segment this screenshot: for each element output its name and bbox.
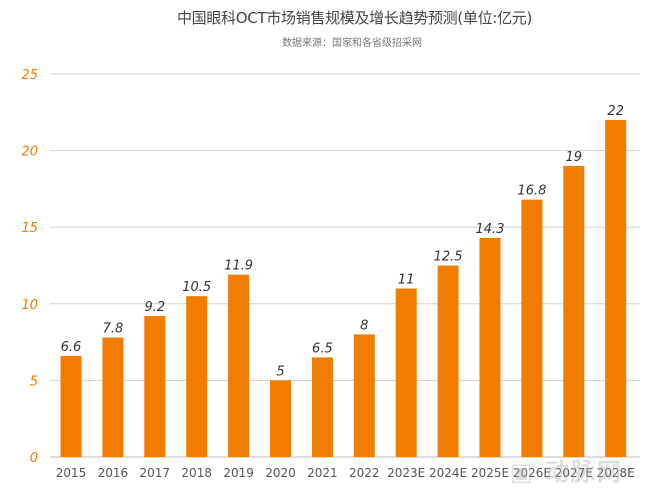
bar [563,165,585,458]
y-tick-label: 0 [30,451,38,466]
data-label: 12.5 [434,250,463,265]
chart-title: 中国眼科OCT市场销售规模及增长趋势预测(单位:亿元) [176,9,533,27]
bar [353,334,375,457]
data-label: 5 [276,364,284,379]
y-tick-label: 5 [30,374,38,389]
bar [144,316,166,457]
data-label: 9.2 [144,300,165,315]
data-label: 7.8 [103,322,124,337]
bar [479,237,501,457]
x-tick-label: 2020 [265,466,296,480]
bar [437,265,459,457]
x-tick-label: 2019 [223,466,254,480]
x-tick-label: 2016 [98,466,129,480]
bar [228,274,250,457]
data-label: 22 [607,104,624,119]
data-label: 10.5 [182,280,211,295]
data-label: 8 [360,318,368,333]
x-tick-label: 2028E [597,466,635,480]
bar [311,357,333,457]
y-tick-label: 25 [21,68,38,83]
data-label: 19 [566,150,583,165]
y-tick-label: 20 [21,145,38,160]
data-label: 6.5 [312,341,333,356]
data-label: 16.8 [517,184,546,199]
x-tick-label: 2026E [513,466,551,480]
bar [395,288,417,457]
x-tick-label: 2018 [181,466,212,480]
x-tick-label: 2024E [429,466,467,480]
x-tick-label: 2027E [555,466,593,480]
data-label: 6.6 [61,340,82,355]
chart-subtitle: 数据来源：国家和各省级招采网 [282,38,422,49]
data-label: 11.9 [224,259,253,274]
bar [521,199,543,457]
x-tick-label: 2021 [307,466,338,480]
bar [270,380,291,457]
bar [102,337,124,457]
bar [60,355,82,457]
y-tick-label: 15 [21,221,38,236]
x-tick-label: 2015 [56,466,87,480]
x-tick-label: 2025E [471,466,509,480]
y-tick-label: 10 [21,298,38,313]
data-label: 11 [398,272,415,287]
data-label: 14.3 [476,222,505,237]
watermark-logo: ▣ 动脉网 [510,458,624,486]
bar [605,119,627,458]
x-tick-label: 2017 [140,466,171,480]
x-tick-label: 2022 [349,466,380,480]
bar [186,296,208,457]
x-tick-label: 2023E [387,466,425,480]
